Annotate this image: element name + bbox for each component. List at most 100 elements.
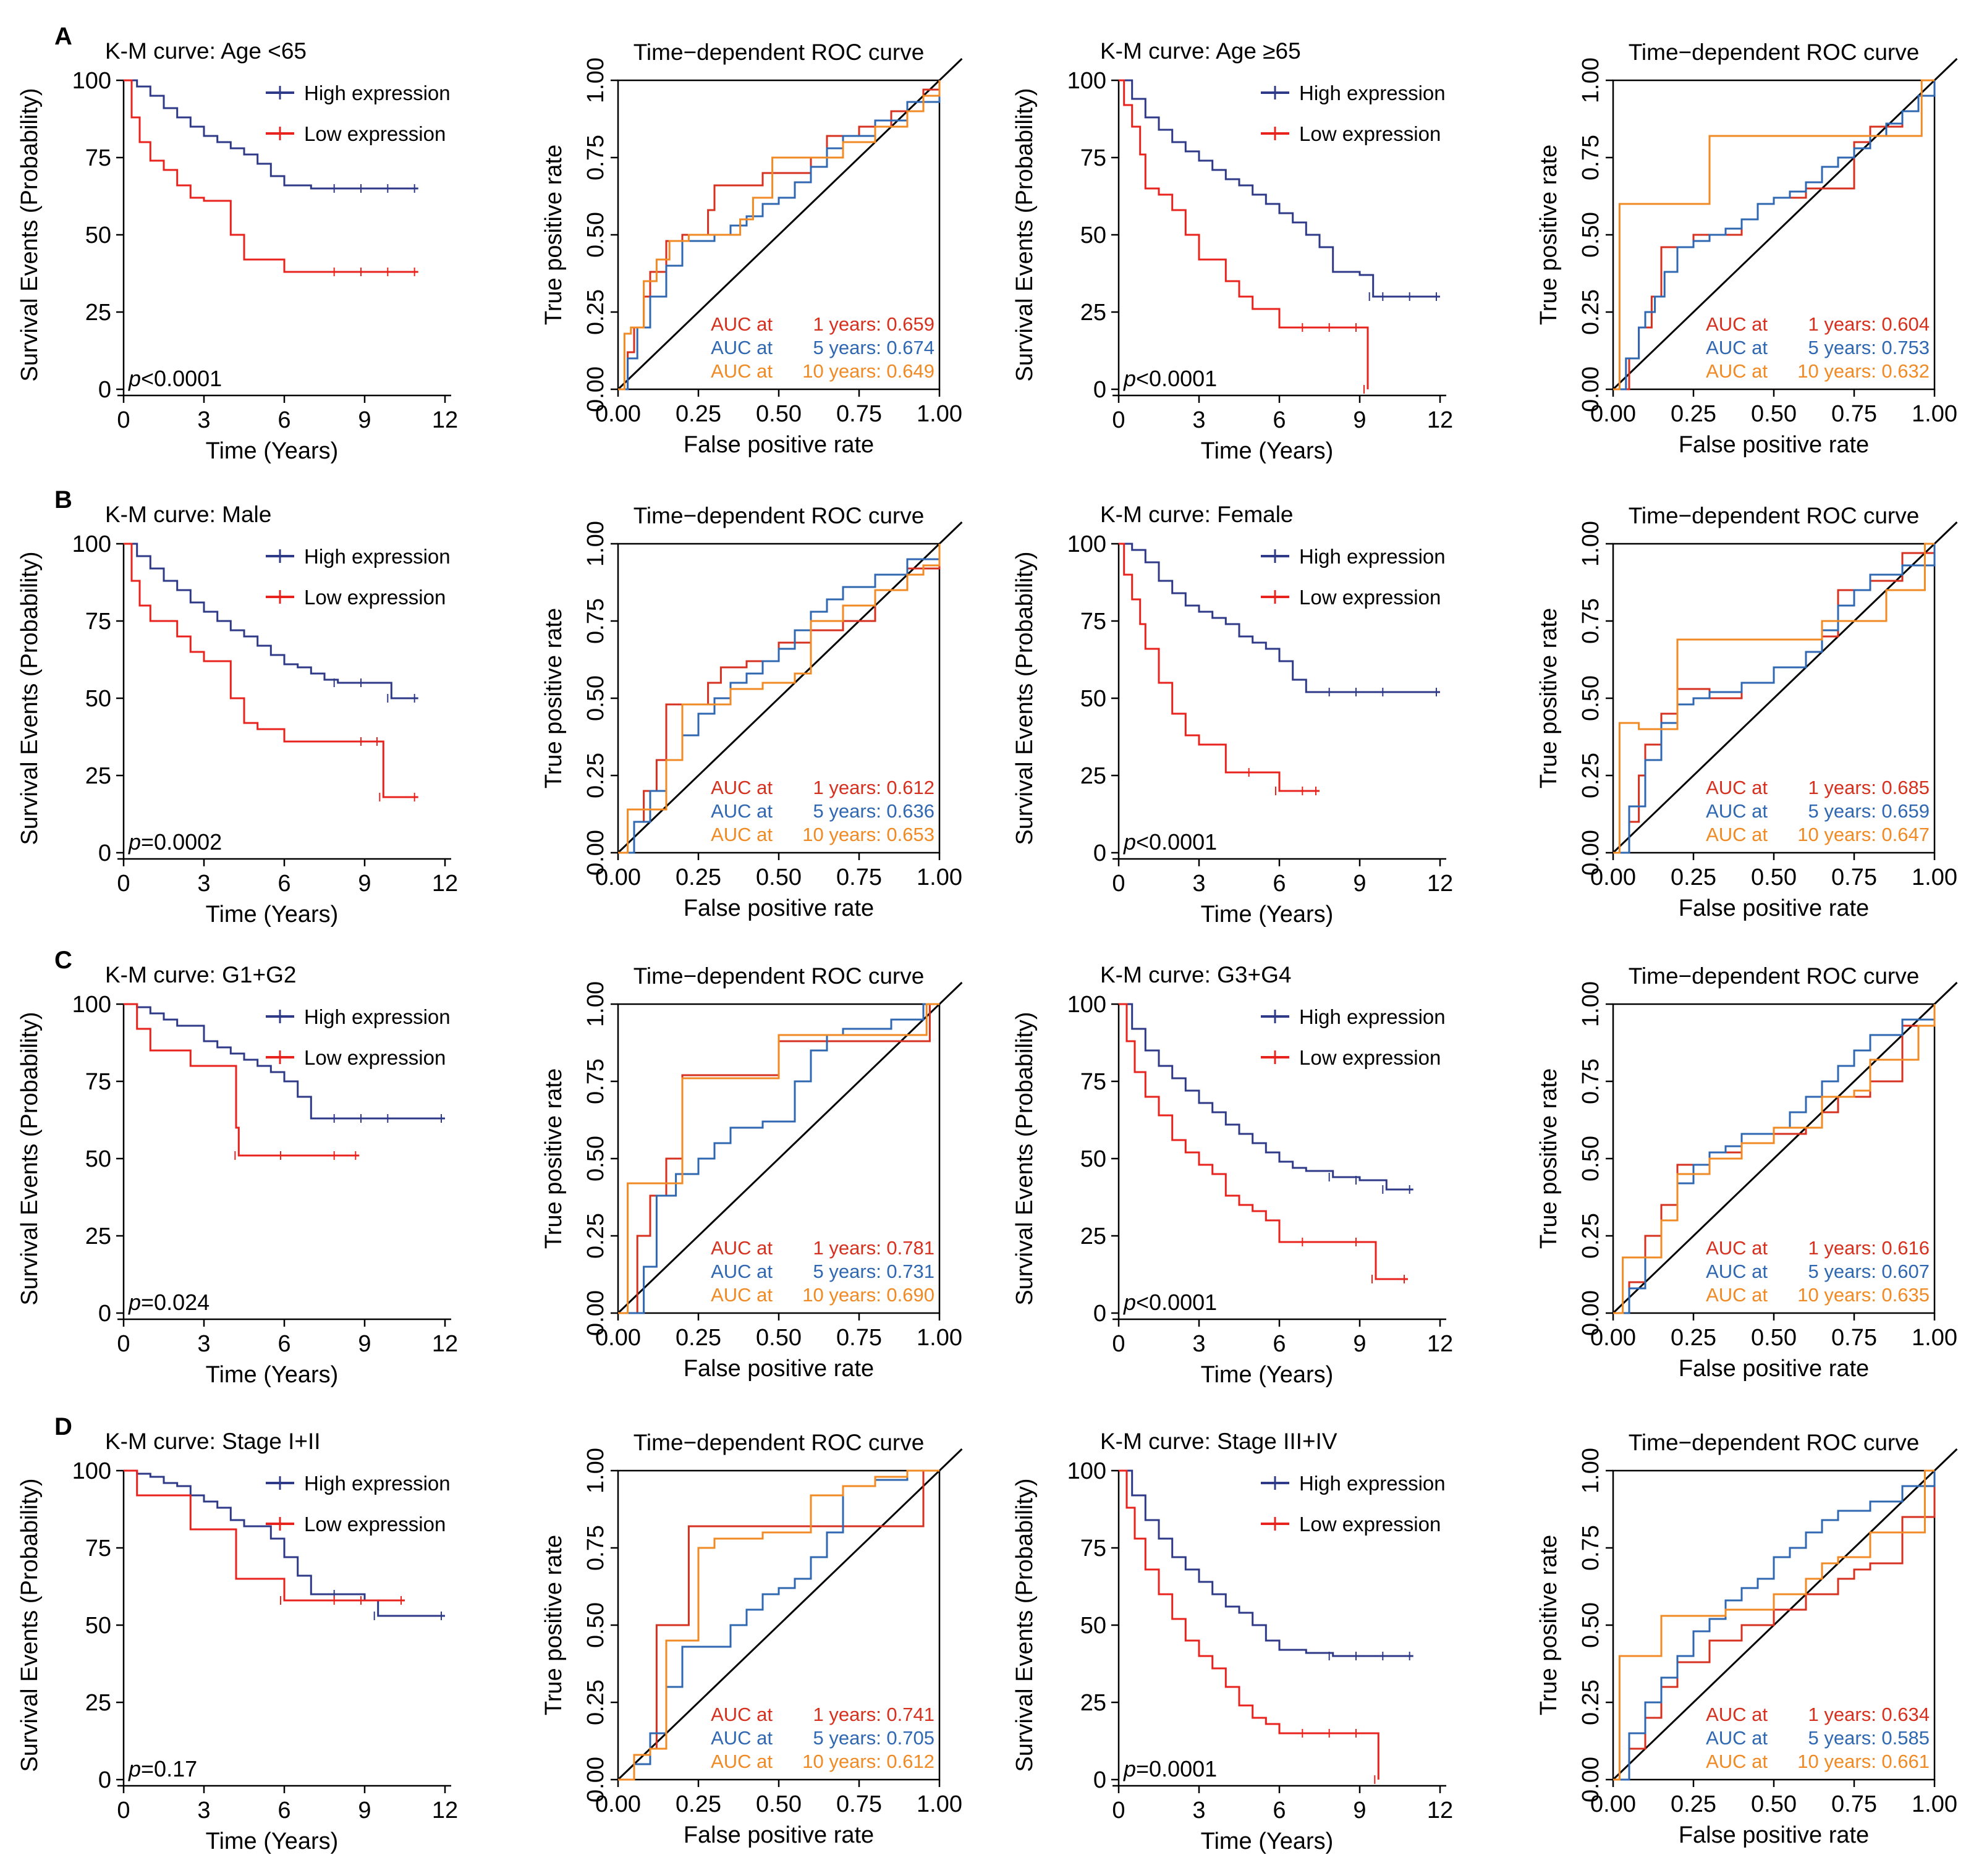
auc-prefix: AUC at <box>711 1751 773 1772</box>
y-tick-label: 100 <box>1067 992 1106 1018</box>
panel-title: Time−dependent ROC curve <box>634 40 925 65</box>
p-value-symbol: p <box>1123 829 1136 855</box>
p-value-symbol: p <box>128 366 141 391</box>
y-tick-label: 50 <box>1080 222 1106 248</box>
x-axis-label: Time (Years) <box>1201 1828 1334 1854</box>
y-tick-label: 1.00 <box>1578 521 1604 567</box>
legend-label: Low expression <box>304 586 446 609</box>
auc-prefix: AUC at <box>1706 337 1768 358</box>
y-tick-label: 0.75 <box>583 1058 609 1104</box>
x-tick-label: 1.00 <box>917 401 962 427</box>
km-curve-high <box>124 1003 445 1120</box>
x-tick-label: 12 <box>432 407 458 433</box>
x-tick-label: 12 <box>432 1798 458 1823</box>
y-tick-label: 0.75 <box>1578 135 1604 180</box>
km-curve-high <box>124 1469 445 1617</box>
x-tick-label: 0 <box>117 1798 130 1823</box>
km-curve-high <box>1119 1469 1413 1657</box>
km-panel-2-0: 0 25 50 75 100 0 3 6 9 12 Time (Years) Survival Eve… <box>17 947 458 1388</box>
panel-title: K-M curve: Stage I+II <box>105 1429 321 1454</box>
km-panel-0-0: 0 25 50 75 100 0 3 6 9 12 Time (Years) Survival Eve… <box>17 23 458 464</box>
auc-value: 1 years: 0.616 <box>1808 1237 1930 1259</box>
p-value-label: p<0.0001 <box>128 366 222 391</box>
y-tick-label: 100 <box>1067 1458 1106 1484</box>
x-tick-label: 9 <box>358 1798 371 1823</box>
x-tick-label: 0.25 <box>676 864 721 890</box>
y-tick-label: 1.00 <box>1578 1448 1604 1494</box>
reference-diagonal <box>1612 521 1958 854</box>
auc-prefix: AUC at <box>711 777 773 798</box>
x-tick-label: 9 <box>358 1331 371 1357</box>
x-tick-label: 3 <box>197 407 210 433</box>
y-tick-label: 0.25 <box>583 289 609 335</box>
x-tick-label: 0.75 <box>836 401 882 427</box>
y-tick-label: 0.50 <box>583 1136 609 1181</box>
x-tick-label: 0.00 <box>1590 401 1636 427</box>
x-axis-label: False positive rate <box>684 1356 874 1382</box>
x-tick-label: 0 <box>117 1331 130 1357</box>
y-tick-label: 0.75 <box>1578 598 1604 644</box>
panel-title: K-M curve: G1+G2 <box>105 962 296 987</box>
x-tick-label: 0.50 <box>756 1325 802 1351</box>
x-tick-label: 0.50 <box>756 1791 802 1817</box>
p-value-text: <0.0001 <box>1136 829 1217 855</box>
y-tick-label: 75 <box>1080 609 1106 635</box>
p-value-text: <0.0001 <box>1136 1290 1217 1315</box>
x-tick-label: 12 <box>1427 1798 1453 1823</box>
auc-value: 1 years: 0.634 <box>1808 1704 1930 1725</box>
y-tick-label: 0.50 <box>1578 675 1604 721</box>
x-axis-label: False positive rate <box>1679 895 1869 921</box>
y-tick-label: 50 <box>85 686 111 712</box>
x-axis-label: False positive rate <box>1679 432 1869 458</box>
auc-prefix: AUC at <box>711 1704 773 1725</box>
y-tick-label: 0 <box>98 840 111 866</box>
y-tick-label: 25 <box>1080 1223 1106 1249</box>
x-tick-label: 3 <box>1192 407 1205 433</box>
auc-value: 5 years: 0.636 <box>813 800 934 822</box>
y-tick-label: 0.25 <box>1578 753 1604 798</box>
auc-value: 5 years: 0.585 <box>1808 1727 1930 1749</box>
panel-title: K-M curve: Male <box>105 502 271 527</box>
x-tick-label: 6 <box>278 407 290 433</box>
y-tick-label: 0.25 <box>1578 289 1604 335</box>
panel-title: Time−dependent ROC curve <box>634 503 925 528</box>
auc-prefix: AUC at <box>1706 800 1768 822</box>
roc-panel-1-1: 0.000.00 0.25 0.25 0.50 0.50 0.75 0.75 1.00 1.00… <box>541 503 963 921</box>
panel-title: Time−dependent ROC curve <box>634 963 925 989</box>
y-axis-label: Survival Events (Probability) <box>1012 88 1038 381</box>
legend-label: Low expression <box>1299 1046 1441 1069</box>
legend-label: High expression <box>304 1472 451 1495</box>
x-tick-label: 3 <box>1192 1331 1205 1357</box>
reference-diagonal <box>1612 57 1958 391</box>
roc-panel-3-1: 0.000.00 0.25 0.25 0.50 0.50 0.75 0.75 1.00 1.00… <box>541 1430 963 1848</box>
x-tick-label: 3 <box>197 1798 210 1823</box>
km-curve-low <box>124 1469 405 1602</box>
y-axis-label: Survival Events (Probability) <box>1012 551 1038 845</box>
x-tick-label: 1.00 <box>1912 1325 1957 1351</box>
p-value-label: p<0.0001 <box>1123 1290 1217 1315</box>
y-tick-label: 0.00 <box>583 1290 609 1336</box>
y-tick-label: 0 <box>98 1301 111 1327</box>
x-tick-label: 12 <box>1427 407 1453 433</box>
y-tick-label: 0.75 <box>583 135 609 180</box>
panel-title: Time−dependent ROC curve <box>634 1430 925 1455</box>
auc-value: 1 years: 0.741 <box>813 1704 934 1725</box>
y-tick-label: 75 <box>85 609 111 635</box>
y-tick-label: 0.50 <box>1578 1136 1604 1181</box>
x-tick-label: 0.75 <box>836 864 882 890</box>
p-value-symbol: p <box>1123 1290 1136 1315</box>
km-curve-high <box>124 79 418 190</box>
x-tick-label: 3 <box>197 1331 210 1357</box>
row-label: A <box>54 23 72 50</box>
km-curve-low <box>1119 1003 1408 1280</box>
roc-panel-2-1: 0.000.00 0.25 0.25 0.50 0.50 0.75 0.75 1.00 1.00… <box>541 963 963 1382</box>
km-panel-1-0: 0 25 50 75 100 0 3 6 9 12 Time (Years) Survival Eve… <box>17 486 458 927</box>
auc-prefix: AUC at <box>711 360 773 382</box>
x-tick-label: 0.75 <box>1831 1325 1877 1351</box>
reference-diagonal <box>1612 1448 1958 1781</box>
roc-curve-1-years <box>1613 1471 1936 1781</box>
y-tick-label: 50 <box>85 222 111 248</box>
y-tick-label: 0.50 <box>1578 1602 1604 1648</box>
panel-title: K-M curve: G3+G4 <box>1100 962 1291 987</box>
roc-curve-5-years <box>618 80 941 391</box>
